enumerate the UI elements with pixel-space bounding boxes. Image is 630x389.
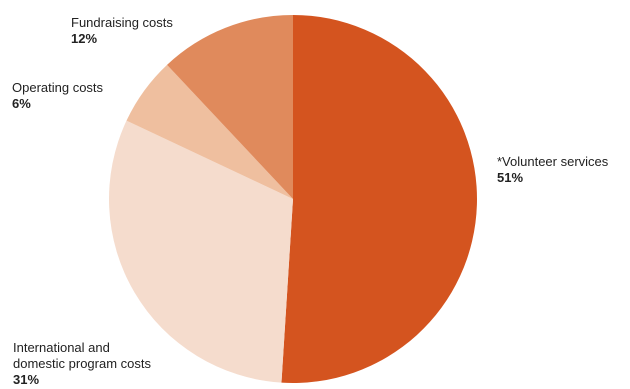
- slice-program-costs: [108, 120, 294, 383]
- slice-operating-costs: [126, 64, 293, 199]
- label-fundraising-costs: Fundraising costs 12%: [71, 15, 173, 47]
- slice-fundraising-costs: [167, 15, 293, 199]
- slice-name: *Volunteer services: [497, 154, 609, 169]
- slice-name: Fundraising costs: [71, 15, 173, 30]
- slice-name: International and domestic program costs: [13, 340, 151, 371]
- slice-volunteer-services: [281, 15, 477, 383]
- slice-percent: 6%: [12, 96, 31, 111]
- label-volunteer-services: *Volunteer services 51%: [497, 154, 608, 186]
- label-program-costs: International and domestic program costs…: [13, 340, 151, 388]
- slice-percent: 51%: [497, 170, 524, 185]
- slice-name: Operating costs: [12, 80, 104, 95]
- slice-percent: 31%: [13, 372, 40, 387]
- slice-percent: 12%: [71, 31, 98, 46]
- label-operating-costs: Operating costs 6%: [12, 80, 103, 112]
